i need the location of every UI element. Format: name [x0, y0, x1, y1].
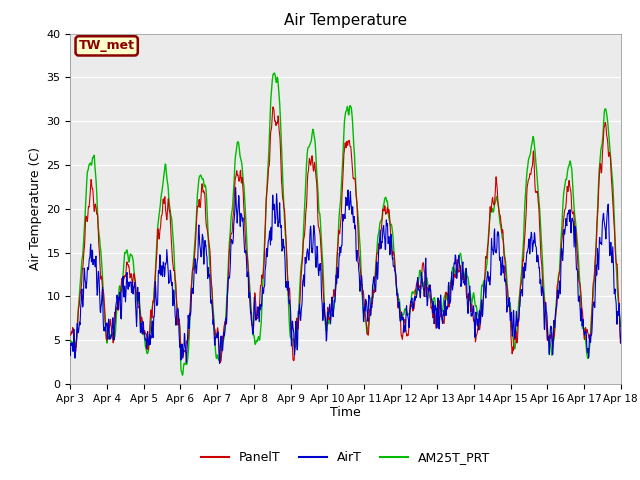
Title: Air Temperature: Air Temperature	[284, 13, 407, 28]
PanelT	[175, 319, 183, 324]
AM25T_PRT	[67, 338, 74, 344]
AM25T_PRT	[189, 261, 197, 267]
AirT	[175, 336, 183, 342]
AirT	[617, 340, 625, 346]
Y-axis label: Air Temperature (C): Air Temperature (C)	[29, 147, 42, 270]
AirT	[552, 306, 560, 312]
AM25T_PRT	[504, 288, 511, 293]
Line: AirT: AirT	[70, 188, 621, 363]
AirT	[216, 360, 223, 366]
PanelT	[269, 104, 277, 110]
AM25T_PRT	[251, 339, 259, 345]
Line: PanelT: PanelT	[70, 107, 621, 362]
AirT	[432, 306, 440, 312]
PanelT	[251, 290, 259, 296]
AM25T_PRT	[552, 301, 560, 307]
AirT	[504, 304, 511, 310]
AirT	[232, 185, 239, 191]
PanelT	[189, 266, 196, 272]
Legend: PanelT, AirT, AM25T_PRT: PanelT, AirT, AM25T_PRT	[196, 446, 495, 469]
PanelT	[432, 321, 440, 327]
PanelT	[216, 360, 224, 365]
PanelT	[504, 288, 511, 293]
AM25T_PRT	[617, 324, 625, 329]
PanelT	[617, 338, 625, 344]
AirT	[252, 306, 259, 312]
X-axis label: Time: Time	[330, 407, 361, 420]
AM25T_PRT	[179, 372, 186, 378]
Line: AM25T_PRT: AM25T_PRT	[70, 73, 621, 375]
Text: TW_met: TW_met	[79, 39, 134, 52]
AM25T_PRT	[271, 70, 278, 76]
AM25T_PRT	[432, 305, 440, 311]
PanelT	[552, 308, 560, 314]
PanelT	[67, 332, 74, 338]
AirT	[189, 288, 196, 294]
AirT	[67, 353, 74, 359]
AM25T_PRT	[175, 321, 183, 326]
